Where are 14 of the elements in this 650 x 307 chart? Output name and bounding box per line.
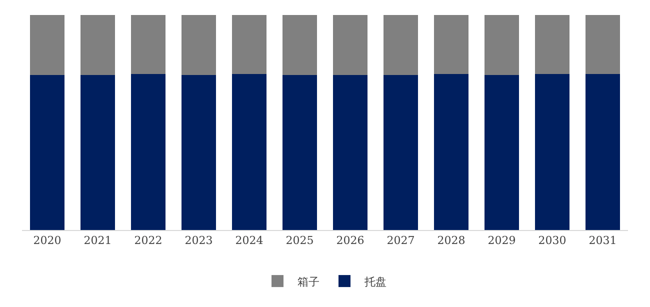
x-tick-label: 2025 (286, 234, 314, 248)
x-tick-label: 2021 (84, 234, 112, 248)
x-tick-label: 2026 (336, 234, 364, 248)
legend-label: 箱子 (298, 275, 320, 288)
x-tick-label: 2029 (488, 234, 516, 248)
x-tick-label: 2020 (33, 234, 62, 248)
x-tick-label: 2030 (538, 234, 566, 248)
x-tick-label: 2031 (588, 234, 617, 248)
x-tick-label: 2024 (235, 234, 264, 248)
x-tick-label: 2022 (134, 234, 162, 248)
legend-label: 托盘 (364, 275, 386, 288)
x-tick-label: 2023 (184, 234, 213, 248)
x-tick-label: 2028 (437, 234, 466, 248)
x-tick-label: 2027 (386, 234, 415, 248)
